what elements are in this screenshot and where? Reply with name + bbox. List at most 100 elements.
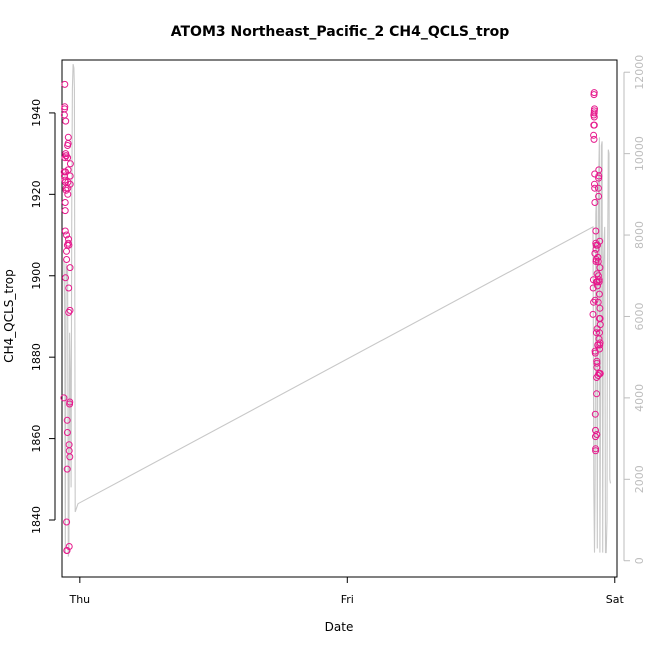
y-left-tick-label: 1900: [30, 262, 43, 290]
data-point: [593, 359, 601, 367]
y-right-tick-label: 8000: [633, 221, 646, 249]
data-point: [596, 321, 604, 329]
data-point: [64, 178, 72, 186]
data-point: [60, 394, 68, 402]
data-point: [596, 339, 604, 347]
data-point: [61, 227, 69, 235]
y-right-tick-label: 12000: [633, 55, 646, 90]
data-point: [66, 453, 74, 461]
axes: 1840 1860 1880 1900 1920 1940 0 2000 4000 6000 800…: [30, 55, 646, 606]
data-point: [592, 445, 600, 453]
data-point: [65, 543, 73, 550]
data-point: [590, 121, 598, 129]
y-right-tick-label: 10000: [633, 136, 646, 171]
data-point: [61, 80, 69, 88]
data-point: [61, 199, 69, 206]
x-tick-label: Thu: [68, 593, 90, 606]
data-point: [595, 278, 603, 286]
data-point: [64, 133, 72, 141]
y-left-tick-label: 1860: [30, 425, 43, 453]
y-axis-label: CH4_QCLS_trop: [2, 269, 16, 363]
data-point: [66, 264, 74, 272]
data-point: [66, 306, 74, 314]
data-point: [61, 207, 69, 215]
data-point: [595, 192, 603, 200]
data-point: [592, 329, 600, 337]
data-point: [63, 231, 70, 239]
data-point: [593, 431, 601, 438]
y-left-tick-label: 1880: [30, 343, 43, 371]
data-point: [592, 227, 600, 235]
data-point: [594, 241, 601, 249]
data-point: [591, 105, 598, 113]
series-line: [63, 63, 612, 557]
data-point: [591, 184, 599, 192]
data-point: [589, 284, 597, 292]
data-point: [63, 247, 70, 255]
data-point: [591, 180, 598, 188]
data-point: [590, 109, 598, 117]
data-point: [596, 264, 604, 272]
data-point: [66, 398, 74, 406]
data-point: [61, 103, 69, 111]
y-left-tick-label: 1940: [30, 99, 43, 127]
y-left-tick-label: 1920: [30, 180, 43, 208]
data-point: [594, 298, 602, 306]
data-point: [66, 160, 74, 168]
data-point: [592, 447, 600, 455]
data-point: [63, 547, 71, 554]
data-point: [63, 518, 71, 526]
chart-title: ATOM3 Northeast_Pacific_2 CH4_QCLS_trop: [171, 24, 509, 40]
x-axis-label: Date: [325, 620, 354, 634]
data-point: [591, 410, 599, 418]
data-point: [592, 245, 600, 253]
data-point: [593, 363, 601, 371]
x-tick-label: Fri: [341, 593, 354, 606]
data-point: [592, 256, 600, 263]
data-point: [594, 184, 602, 192]
data-point: [63, 416, 71, 424]
data-point: [66, 180, 74, 188]
y-right-tick-label: 2000: [633, 465, 646, 493]
data-point: [594, 258, 602, 265]
data-point: [63, 429, 71, 436]
y-right-tick-label: 0: [633, 557, 646, 564]
data-point: [591, 349, 599, 357]
data-point: [596, 304, 604, 312]
data-point: [65, 241, 73, 249]
data-point: [65, 284, 73, 292]
y-right-tick-label: 6000: [633, 302, 646, 330]
data-point: [62, 117, 70, 125]
data-point: [65, 308, 73, 316]
data-point: [596, 370, 604, 377]
data-point: [593, 390, 601, 398]
data-point: [63, 256, 71, 263]
y-left-tick-label: 1840: [30, 506, 43, 534]
plot-marks: [60, 63, 612, 557]
data-point: [590, 298, 598, 306]
data-point: [66, 172, 74, 180]
data-point: [64, 154, 72, 162]
data-point: [590, 113, 598, 121]
data-point: [594, 253, 602, 261]
data-point: [595, 290, 603, 298]
plot-frame: [61, 59, 618, 578]
data-point: [596, 237, 604, 245]
data-point: [591, 199, 599, 206]
data-point: [62, 186, 70, 194]
data-point: [591, 170, 599, 178]
y-right-tick-label: 4000: [633, 384, 646, 412]
data-point: [62, 274, 69, 282]
data-point: [589, 310, 597, 318]
data-point: [595, 276, 603, 284]
data-point: [590, 131, 598, 139]
data-point: [63, 465, 71, 473]
x-tick-label: Sat: [606, 593, 625, 606]
data-point: [594, 282, 601, 290]
data-point: [590, 135, 598, 143]
data-point: [595, 166, 603, 174]
data-point: [62, 152, 70, 160]
data-point: [596, 329, 603, 337]
data-point: [590, 89, 598, 97]
